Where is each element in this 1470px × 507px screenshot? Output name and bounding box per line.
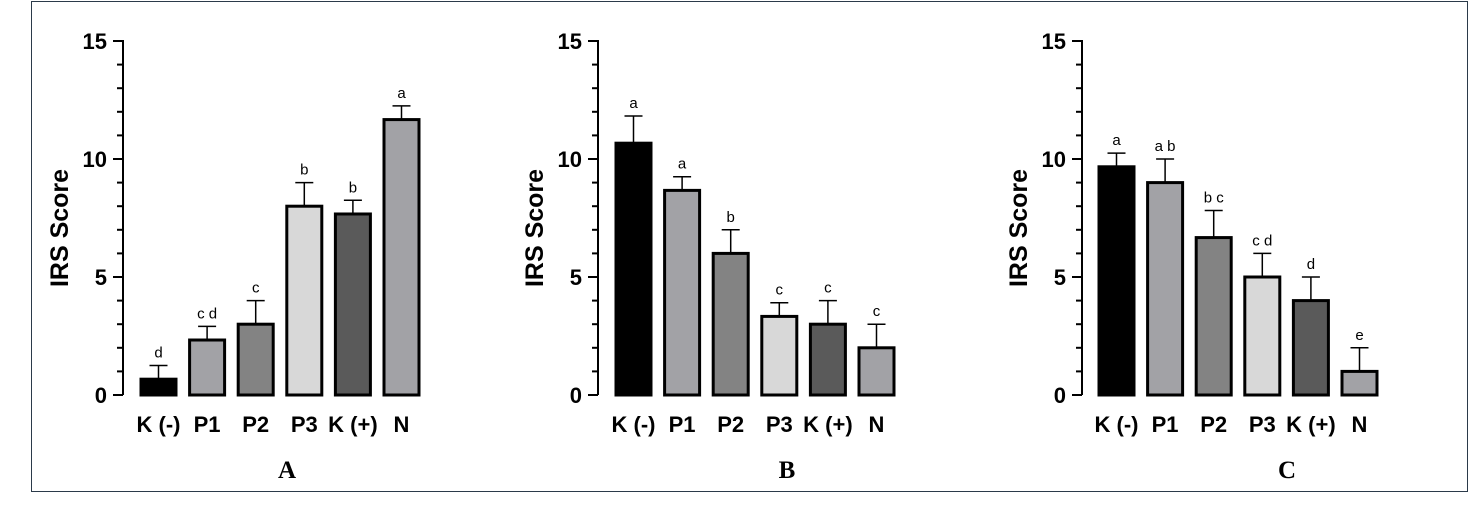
bar [663, 188, 702, 397]
significance-label: a [397, 85, 406, 102]
x-tick-label: K (+) [1286, 412, 1336, 437]
x-tick-label: P1 [1152, 412, 1179, 437]
x-tick-label: P2 [1200, 412, 1227, 437]
significance-label: c d [1252, 232, 1272, 249]
bar [333, 212, 372, 397]
x-tick-label: P1 [669, 412, 696, 437]
x-tick-label: N [394, 412, 410, 437]
significance-label: d [154, 345, 162, 362]
significance-label: b c [1204, 189, 1225, 206]
significance-label: a [678, 156, 687, 173]
bar [1340, 369, 1379, 397]
significance-label: d [1307, 256, 1315, 273]
y-tick-label: 15 [83, 29, 107, 54]
panel-label: A [278, 457, 296, 484]
significance-label: a b [1155, 138, 1176, 155]
x-tick-label: K (-) [1095, 412, 1139, 437]
panel-label: C [1278, 457, 1296, 484]
x-tick-label: P3 [291, 412, 318, 437]
y-tick-label: 0 [95, 383, 107, 408]
bar [188, 338, 227, 397]
x-tick-label: K (-) [612, 412, 656, 437]
chart-panel-c: 0 5 10 15 IRS Score a K (-) a b P1 b c P2 c d P3 d K (… [1005, 29, 1379, 484]
chart-panel-b: 0 5 10 15 IRS Score a K (-) a P1 b P2 c P3 c K (+) c N B [521, 29, 896, 484]
y-tick-label: 15 [558, 29, 582, 54]
bar [1097, 165, 1136, 397]
bar [382, 118, 421, 397]
bar [285, 204, 324, 397]
y-tick-label: 5 [1054, 265, 1066, 290]
x-tick-label: N [869, 412, 885, 437]
x-tick-label: K (+) [803, 412, 853, 437]
y-tick-label: 0 [1054, 383, 1066, 408]
bar [711, 251, 750, 397]
x-tick-label: K (+) [328, 412, 378, 437]
y-tick-label: 10 [83, 147, 107, 172]
y-tick-label: 15 [1042, 29, 1066, 54]
y-tick-label: 10 [1042, 147, 1066, 172]
bar [808, 322, 847, 397]
x-tick-label: P1 [194, 412, 221, 437]
panel-label: B [779, 457, 796, 484]
bar [1194, 236, 1233, 397]
y-axis-title: IRS Score [46, 169, 74, 287]
y-tick-label: 5 [570, 265, 582, 290]
bar [1243, 275, 1282, 397]
x-tick-label: N [1352, 412, 1368, 437]
significance-label: c [252, 280, 260, 297]
significance-label: b [300, 162, 308, 179]
significance-label: c [824, 280, 832, 297]
y-tick-label: 0 [570, 383, 582, 408]
bar [139, 377, 178, 397]
y-axis-title: IRS Score [521, 169, 549, 287]
y-axis-title: IRS Score [1005, 169, 1033, 287]
x-tick-label: P2 [242, 412, 269, 437]
significance-label: e [1355, 327, 1363, 344]
bar [1291, 299, 1330, 397]
significance-label: c [776, 282, 784, 299]
y-tick-label: 5 [95, 265, 107, 290]
significance-label: b [349, 179, 357, 196]
x-tick-label: P2 [717, 412, 744, 437]
bar [1146, 181, 1185, 397]
x-tick-label: P3 [766, 412, 793, 437]
x-tick-label: P3 [1249, 412, 1276, 437]
bar [857, 346, 896, 397]
significance-label: c [873, 303, 881, 320]
bar [760, 314, 799, 397]
x-tick-label: K (-) [137, 412, 181, 437]
significance-label: a [629, 95, 638, 112]
significance-label: c d [197, 305, 217, 322]
significance-label: b [727, 209, 735, 226]
chart-panel-a: 0 5 10 15 IRS Score d K (-) c d P1 c P2 b P3 b K (+) a N… [46, 29, 421, 484]
y-tick-label: 10 [558, 147, 582, 172]
bar [614, 141, 653, 397]
bar [236, 322, 275, 397]
significance-label: a [1112, 132, 1121, 149]
